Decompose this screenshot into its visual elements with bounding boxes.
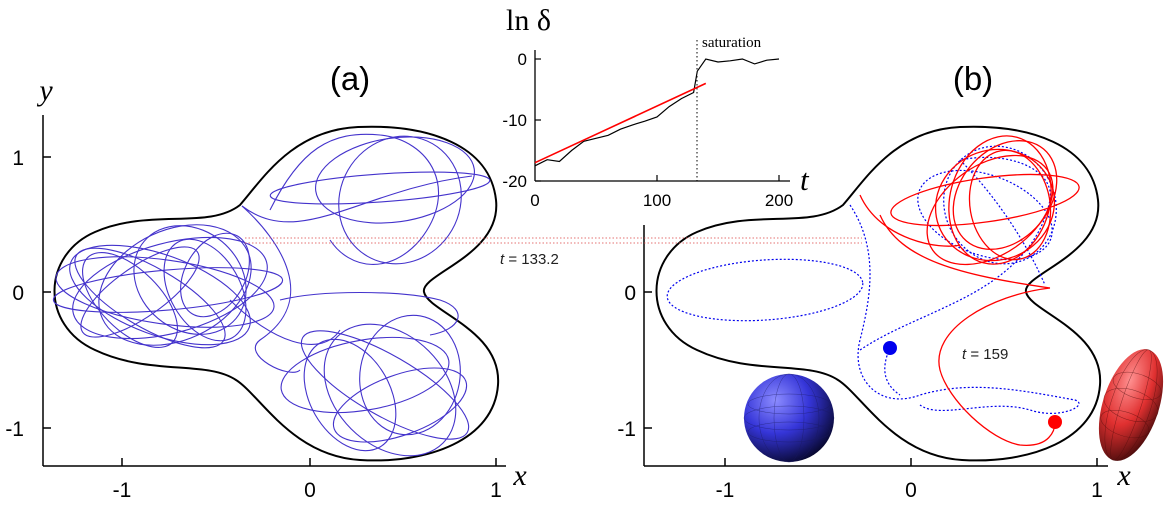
red-ellipsoid (1098, 349, 1164, 461)
panel-a: 1 0 -1 -1 0 1 y x (a) (5, 60, 527, 502)
panel-a-ytick-0: 0 (12, 282, 24, 305)
panel-b-label: (b) (953, 60, 993, 97)
panel-b-xtick-0: 0 (905, 479, 917, 502)
blue-particle-marker (883, 341, 897, 355)
panel-b-ytick-0: 0 (624, 282, 636, 305)
panel-a-ytick-1: 1 (12, 147, 24, 170)
panel-b-ytick-m1: -1 (617, 418, 636, 441)
panel-a-boundary (53, 125, 500, 462)
panel-a-ytick-m1: -1 (5, 418, 24, 441)
panel-b-boundary (655, 125, 1102, 462)
panel-a-ylabel: y (36, 74, 53, 107)
panel-a-xtick-0: 0 (304, 479, 316, 502)
svg-text:t = 159: t = 159 (962, 346, 1008, 363)
panel-a-time-annotation: t = 133.2 (500, 251, 559, 268)
panel-a-label: (a) (330, 60, 370, 97)
panel-a-time-var: t (500, 251, 505, 268)
inset-ytick-m20: -20 (502, 172, 527, 191)
panel-a-xtick-m1: -1 (113, 479, 132, 502)
panel-a-xtick-1: 1 (490, 479, 502, 502)
panel-b-red-trajectory (859, 135, 1080, 446)
inset-xlabel: t (800, 162, 810, 197)
inset-xtick-100: 100 (643, 191, 671, 210)
saturation-label: saturation (702, 35, 762, 51)
inset-ytick-m10: -10 (502, 111, 527, 130)
panel-b-time-annotation: t = 159 (962, 346, 1008, 363)
panel-b-xlabel: x (1116, 459, 1131, 492)
panel-a-time-value: = 133.2 (504, 251, 559, 268)
svg-text:t = 133.2: t = 133.2 (500, 251, 559, 268)
panel-a-xlabel: x (512, 459, 527, 492)
blue-ellipsoid (743, 373, 835, 463)
panel-b-time-var: t (962, 346, 967, 363)
inset-chart: 0 -10 -20 0 100 200 ln δ t saturation (500, 4, 810, 210)
red-particle-marker (1048, 415, 1062, 429)
panel-b-xtick-m1: -1 (716, 479, 735, 502)
panel-b: 0 -1 -1 0 1 x (b) (617, 60, 1164, 502)
inset-series-ln-delta (534, 58, 780, 167)
time-connector-lines (245, 237, 862, 244)
inset-xtick-0: 0 (530, 191, 539, 210)
panel-b-xtick-1: 1 (1091, 479, 1103, 502)
panel-b-time-value: = 159 (966, 346, 1008, 363)
inset-series (534, 58, 780, 167)
panel-a-trajectory (52, 133, 491, 457)
inset-series-fit-line (534, 82, 707, 164)
inset-ytick-0: 0 (518, 50, 527, 69)
inset-title: ln δ (506, 4, 551, 37)
inset-xtick-200: 200 (765, 191, 793, 210)
